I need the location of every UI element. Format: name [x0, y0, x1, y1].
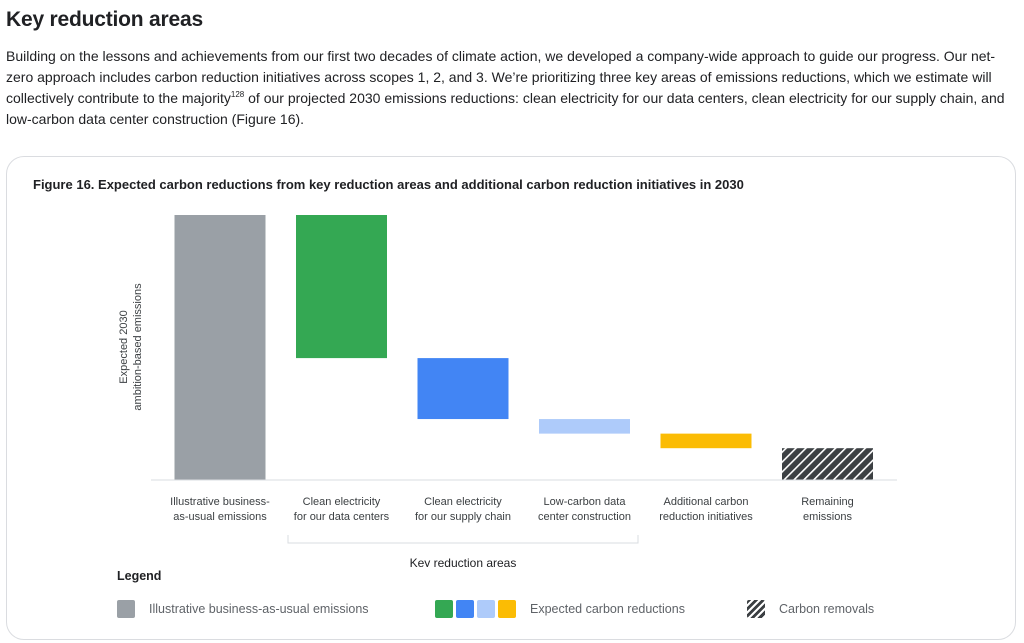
legend-swatch-light-blue [477, 600, 495, 618]
legend-item-reductions: Expected carbon reductions [435, 600, 685, 618]
legend-swatch-blue [456, 600, 474, 618]
bar-label-3: Low-carbon data center construction [538, 496, 631, 523]
key-areas-label: Key reduction areas [410, 556, 517, 567]
legend-swatch-yellow [498, 600, 516, 618]
figure-card: Figure 16. Expected carbon reductions fr… [6, 156, 1016, 640]
footnote-ref[interactable]: 128 [230, 90, 245, 99]
bar-label-1: Clean electricity for our data centers [294, 496, 390, 523]
intro-text-part2: of our projected 2030 emissions reductio… [6, 90, 1005, 127]
legend-item-baseline: Illustrative business-as-usual emissions [117, 600, 369, 618]
bar-3 [539, 419, 630, 434]
legend-title: Legend [117, 569, 162, 583]
figure-title: Figure 16. Expected carbon reductions fr… [33, 177, 744, 192]
bar-label-5: Remaining emissions [801, 496, 854, 523]
legend-swatch-green [435, 600, 453, 618]
legend-label-removals: Carbon removals [779, 602, 875, 616]
bar-5 [782, 448, 873, 480]
legend-label-reductions: Expected carbon reductions [530, 602, 685, 616]
bar-2 [417, 358, 509, 420]
bar-label-2: Clean electricity for our supply chain [415, 496, 511, 523]
legend-swatch-hatch [747, 600, 765, 618]
legend-item-removals: Carbon removals [747, 600, 874, 618]
bar-label-4: Additional carbon reduction initiatives [659, 496, 753, 523]
bar-label-0: Illustrative business-as-usual emissions [170, 496, 270, 523]
bar-1 [296, 215, 387, 359]
legend-label-baseline: Illustrative business-as-usual emissions [149, 602, 369, 616]
legend-swatch-gray [117, 600, 135, 618]
bar-0 [174, 215, 266, 480]
intro-paragraph: Building on the lessons and achievements… [6, 46, 1018, 130]
y-axis-label: Expected 2030 ambition-based emissions [118, 283, 144, 411]
bar-4 [660, 433, 752, 449]
section-title: Key reduction areas [6, 8, 203, 31]
intro-text-part1: Building on the lessons and achievements… [6, 48, 996, 106]
key-areas-bracket [287, 535, 639, 544]
waterfall-chart: Illustrative business-as-usual emissions… [118, 215, 897, 567]
